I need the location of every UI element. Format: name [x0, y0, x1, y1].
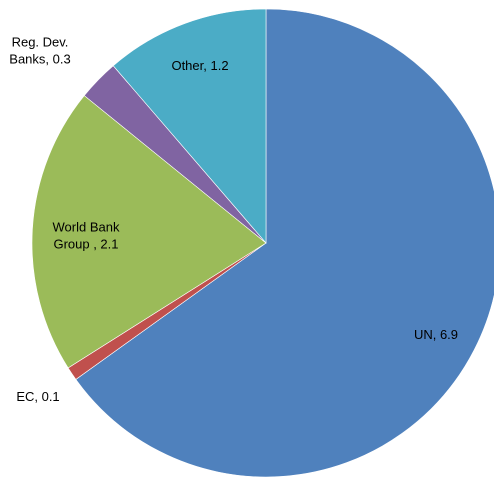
pie-label-world-bank-group: World Bank Group , 2.1: [53, 220, 120, 252]
pie-label-reg-dev-banks: Reg. Dev. Banks, 0.3: [9, 35, 70, 67]
pie-label-line: Group , 2.1: [53, 237, 118, 252]
pie-label-ec: EC, 0.1: [16, 389, 59, 404]
pie-label-line: UN, 6.9: [414, 327, 458, 342]
pie-label-line: Reg. Dev.: [12, 35, 69, 50]
pie-slices: [31, 8, 494, 478]
pie-label-line: Banks, 0.3: [9, 52, 70, 67]
pie-slice-other: [112, 8, 267, 244]
pie-label-line: Other, 1.2: [171, 58, 228, 73]
pie-label-line: World Bank: [53, 220, 120, 235]
pie-label-line: EC, 0.1: [16, 389, 59, 404]
pie-slice-un: [75, 8, 494, 478]
pie-label-other: Other, 1.2: [171, 58, 228, 73]
pie-slice-world-bank-group: [31, 95, 267, 369]
pie-labels: UN, 6.9 EC, 0.1 World Bank Group , 2.1 Reg. …: [9, 35, 458, 405]
pie-label-un: UN, 6.9: [414, 327, 458, 342]
